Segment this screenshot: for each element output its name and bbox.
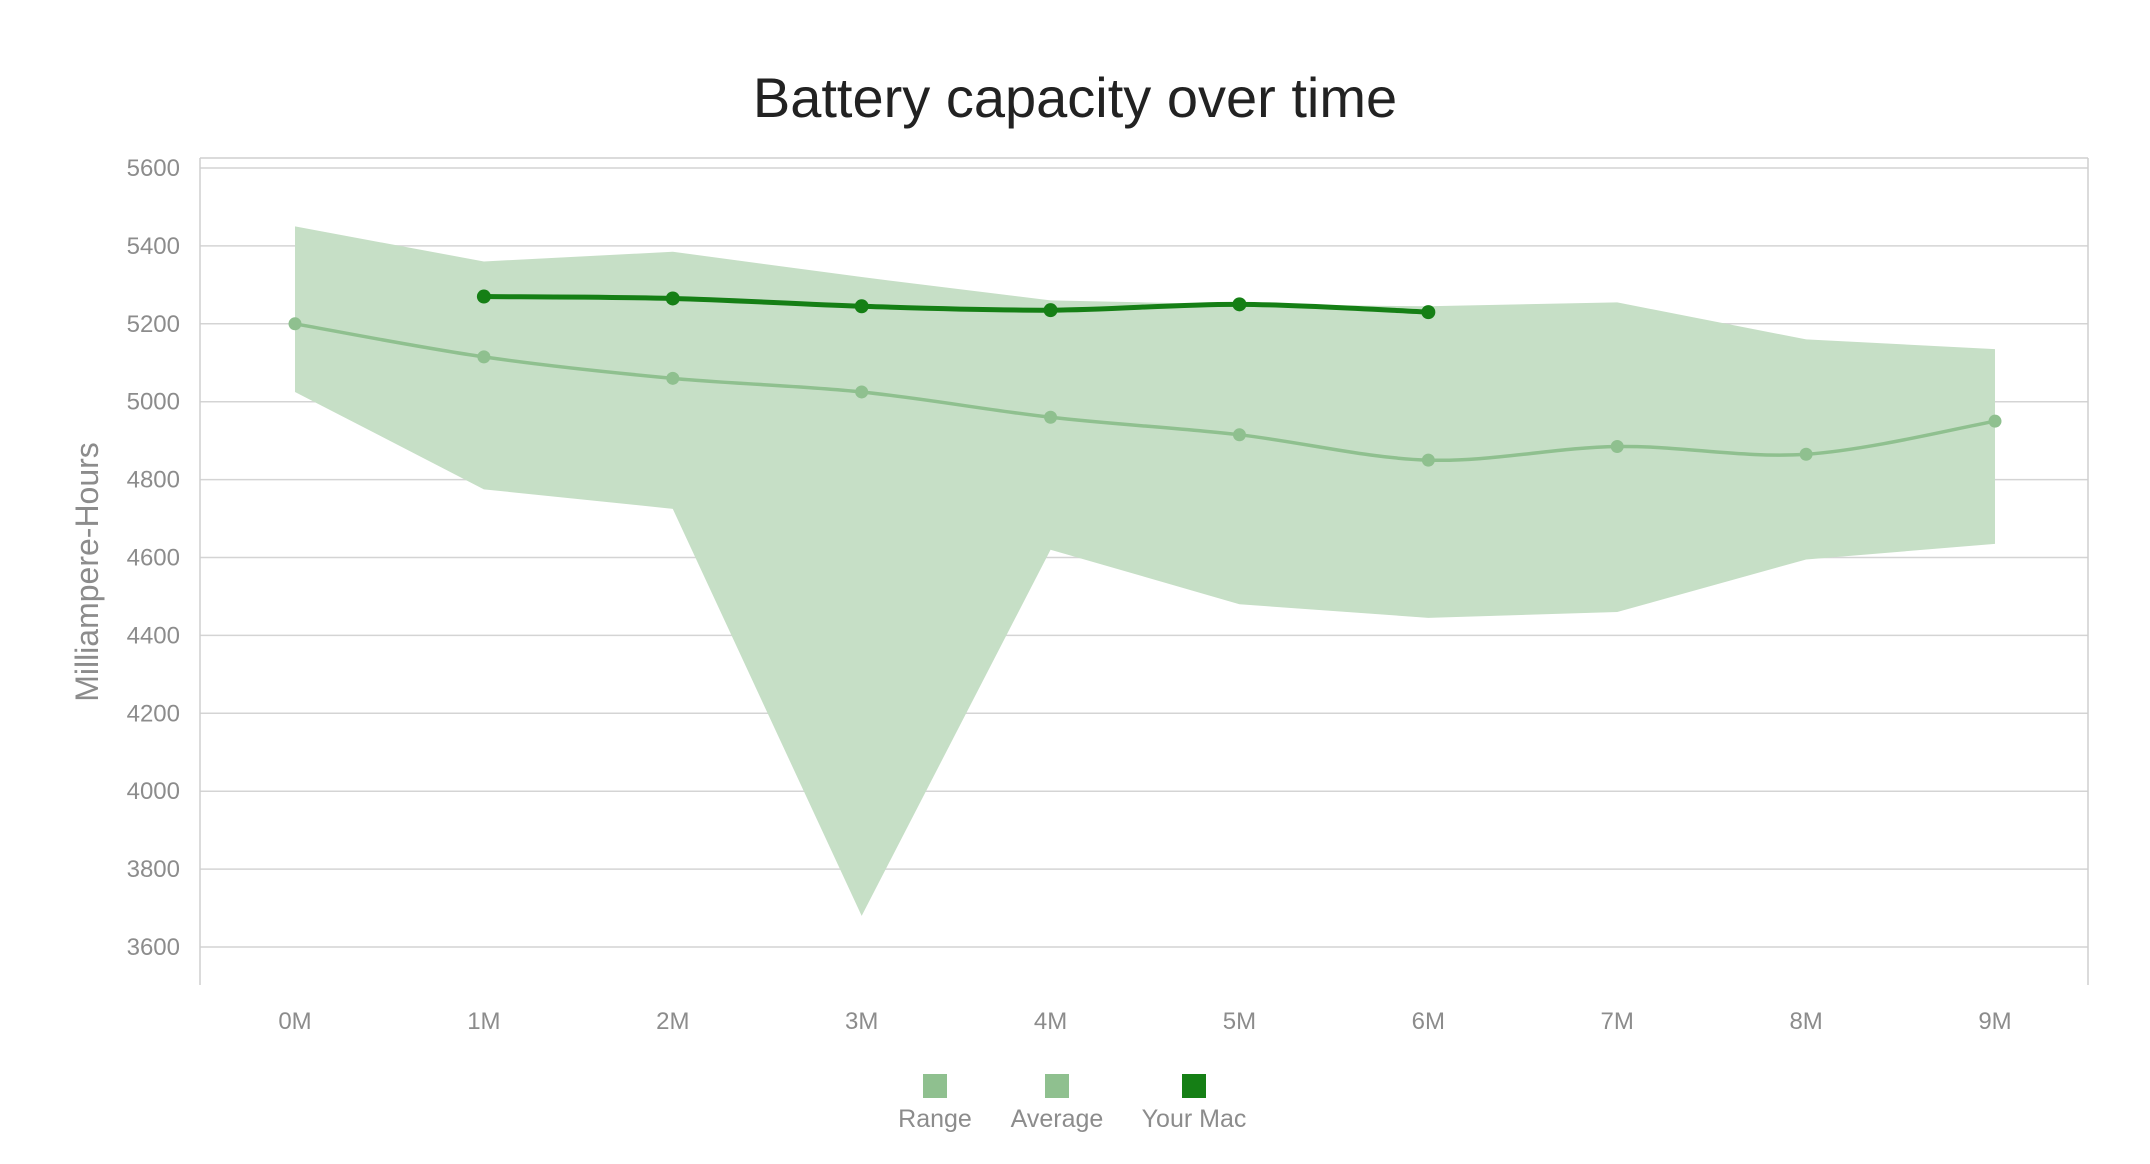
y-tick-label: 5000 — [127, 389, 180, 416]
x-tick-label: 2M — [656, 1008, 689, 1035]
legend-item-your-mac: Your Mac — [1142, 1074, 1247, 1133]
your-mac-point — [1043, 303, 1058, 318]
legend-swatch-average — [1045, 1074, 1069, 1098]
average-point — [1610, 439, 1624, 453]
average-point — [288, 317, 302, 331]
your-mac-point — [665, 291, 680, 306]
y-tick-label: 3800 — [127, 856, 180, 883]
y-tick-label: 4400 — [127, 622, 180, 649]
y-tick-label: 4800 — [127, 467, 180, 494]
your-mac-point — [854, 299, 869, 314]
y-tick-label: 4200 — [127, 700, 180, 727]
x-tick-label: 0M — [278, 1008, 311, 1035]
legend: Range Average Your Mac — [898, 1074, 1246, 1133]
average-point — [666, 371, 680, 385]
your-mac-point — [476, 289, 491, 304]
x-tick-label: 5M — [1223, 1008, 1256, 1035]
x-tick-label: 6M — [1412, 1008, 1445, 1035]
y-tick-label: 3600 — [127, 934, 180, 961]
y-axis-label: Milliampere-Hours — [69, 442, 105, 702]
your-mac-line — [481, 294, 1431, 315]
average-point — [1044, 410, 1058, 424]
x-tick-label: 7M — [1601, 1008, 1634, 1035]
range-area — [295, 226, 1995, 916]
average-point — [1421, 453, 1435, 467]
x-tick-labels: 0M 1M 2M 3M 4M 5M 6M 7M 8M 9M — [278, 1008, 2011, 1035]
legend-label-your-mac: Your Mac — [1142, 1105, 1247, 1133]
range-area-layer — [295, 226, 1995, 916]
legend-swatch-your-mac — [1182, 1074, 1206, 1098]
legend-label-average: Average — [1011, 1105, 1104, 1133]
legend-swatch-range — [923, 1074, 947, 1098]
chart-title: Battery capacity over time — [753, 66, 1397, 129]
series-lines-layer — [293, 294, 1997, 463]
x-tick-label: 1M — [467, 1008, 500, 1035]
x-tick-label: 4M — [1034, 1008, 1067, 1035]
legend-label-range: Range — [898, 1105, 972, 1133]
x-tick-label: 8M — [1789, 1008, 1822, 1035]
legend-item-range: Range — [898, 1074, 972, 1133]
average-point — [477, 350, 491, 364]
legend-item-average: Average — [1011, 1074, 1104, 1133]
average-line — [293, 322, 1997, 463]
data-points-layer — [288, 289, 2002, 467]
your-mac-point — [1232, 297, 1247, 312]
y-tick-label: 4000 — [127, 778, 180, 805]
y-tick-label: 5400 — [127, 233, 180, 260]
average-point — [1232, 428, 1246, 442]
y-tick-label: 5600 — [127, 155, 180, 182]
y-tick-label: 5200 — [127, 311, 180, 338]
average-point — [1988, 414, 2002, 428]
average-point — [1799, 447, 1813, 461]
y-tick-label: 4600 — [127, 545, 180, 572]
x-tick-label: 3M — [845, 1008, 878, 1035]
x-tick-label: 9M — [1978, 1008, 2011, 1035]
your-mac-point — [1421, 305, 1436, 320]
y-tick-labels: 3600 3800 4000 4200 4400 4600 4800 5000 5200 5400… — [127, 155, 180, 961]
average-point — [855, 385, 869, 399]
